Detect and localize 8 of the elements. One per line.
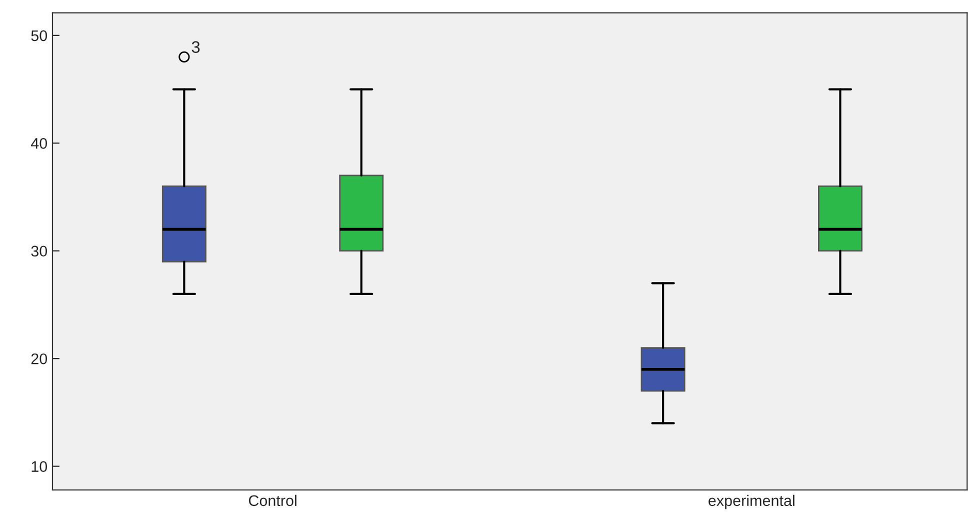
- y-tick-label: 20: [31, 353, 48, 364]
- annotation: 3: [192, 41, 200, 53]
- x-tick-label: experimental: [708, 494, 794, 510]
- y-tick-label: 10: [32, 461, 48, 472]
- y-tick-label: 30: [31, 246, 48, 257]
- y-tick-label: 50: [31, 30, 48, 42]
- y-tick-label: 40: [30, 138, 48, 149]
- x-tick-label: Control: [248, 494, 296, 506]
